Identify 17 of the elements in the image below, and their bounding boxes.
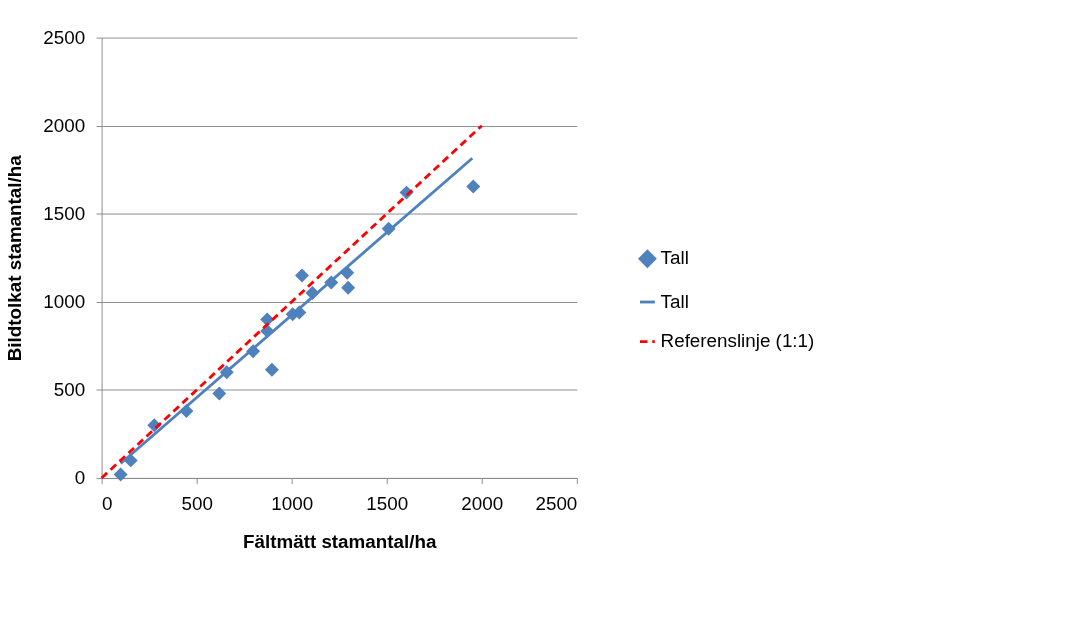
legend-label: Tall — [660, 290, 689, 312]
y-tick-label: 2500 — [43, 26, 86, 48]
x-tick-label: 2500 — [535, 493, 578, 515]
y-tick-label: 500 — [53, 379, 86, 401]
x-tick-label: 0 — [102, 493, 113, 515]
y-tick-label: 2000 — [43, 114, 86, 136]
legend-label: Tall — [660, 247, 689, 269]
y-tick-label: 0 — [74, 467, 86, 489]
x-axis-title: Fältmätt stamantal/ha — [243, 531, 437, 553]
x-tick-label: 1000 — [271, 493, 314, 515]
y-tick-label: 1000 — [43, 290, 86, 312]
y-axis-title: Bildtolkat stamantal/ha — [3, 154, 25, 362]
x-tick-label: 500 — [181, 493, 213, 515]
x-tick-label: 2000 — [461, 493, 504, 515]
legend-label: Referenslinje (1:1) — [660, 330, 815, 352]
x-tick-label: 1500 — [366, 493, 409, 515]
y-tick-label: 1500 — [43, 202, 86, 224]
